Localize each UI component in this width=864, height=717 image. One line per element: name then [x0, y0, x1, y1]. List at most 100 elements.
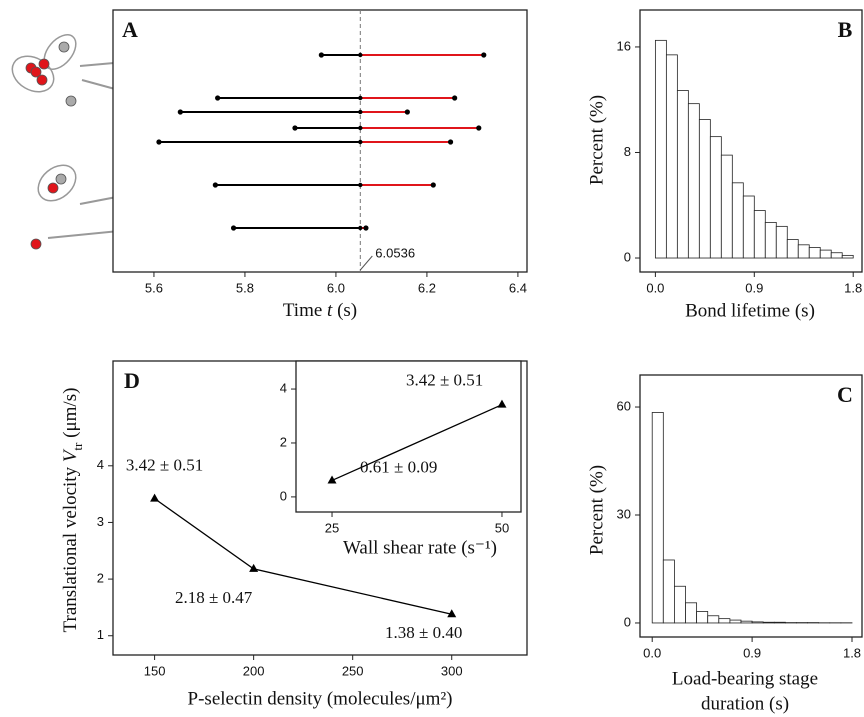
histogram-bar: [696, 611, 709, 624]
label-part: V: [60, 448, 81, 462]
histogram-bar: [819, 249, 832, 259]
histogram-bar: [753, 210, 766, 259]
y-label: Percent (%): [586, 465, 607, 555]
x-tick-label: 1.8: [843, 645, 861, 660]
interval-end: [481, 52, 487, 58]
histogram-bar: [773, 621, 786, 624]
interval-start: [212, 182, 218, 188]
x-tick-label: 0.0: [643, 645, 661, 660]
value-label: 1.38 ± 0.40: [385, 623, 462, 642]
histogram-bar: [764, 221, 777, 259]
y-tick-label: 2: [97, 571, 104, 586]
value-label: 0.61 ± 0.09: [360, 457, 437, 476]
x-label: P-selectin density (molecules/μm²): [188, 688, 453, 709]
interval-end: [447, 139, 454, 145]
y-tick-label: 30: [617, 506, 631, 521]
point: [327, 475, 337, 484]
panel-letter: C: [837, 382, 853, 407]
interval-split: [358, 95, 363, 101]
x-tick-label: 6.4: [509, 280, 527, 295]
interval-split: [358, 52, 363, 58]
label-part: tr: [70, 442, 85, 451]
histogram-bar: [786, 239, 799, 259]
y-tick-label: 4: [280, 380, 287, 395]
panel-letter: A: [122, 17, 138, 42]
point: [150, 493, 160, 502]
x-tick-label: 5.6: [145, 280, 163, 295]
y-tick-label: 0: [624, 614, 631, 629]
interval-split: [358, 139, 363, 145]
interval-start: [177, 109, 183, 115]
interval-start: [292, 125, 298, 131]
panel-letter: D: [124, 368, 140, 393]
line: [331, 404, 503, 482]
x-tick-label: 50: [495, 520, 509, 535]
histogram-bar: [841, 254, 854, 259]
x-label: Time t (s): [283, 300, 357, 321]
histogram-bar: [762, 621, 775, 624]
x-tick-label: 25: [325, 520, 339, 535]
x-tick-label: 150: [144, 663, 166, 678]
label-part: Translational velocity: [60, 462, 81, 632]
histogram-bar: [654, 39, 667, 259]
x-label: Wall shear rate (s⁻¹): [343, 537, 497, 558]
label-part: (μm/s): [60, 388, 81, 443]
y-tick-label: 3: [97, 514, 104, 529]
histogram-bar: [707, 615, 720, 624]
interval-end: [476, 125, 482, 131]
y-tick-label: 0: [280, 488, 287, 503]
y-tick-label: 2: [280, 434, 287, 449]
histogram-bar: [797, 244, 810, 259]
x-tick-label: 300: [441, 663, 463, 678]
interval-end: [452, 95, 458, 101]
interval-end: [404, 109, 410, 115]
interval-split: [358, 109, 363, 115]
histogram-bar: [665, 54, 678, 259]
interval-end: [363, 225, 369, 231]
y-label: Percent (%): [586, 95, 607, 185]
histogram-bar: [740, 620, 753, 624]
histogram-bar: [676, 90, 689, 259]
point: [249, 563, 259, 572]
label-part: (s): [332, 300, 357, 321]
x-tick-label: 1.8: [844, 280, 862, 295]
value-label: 2.18 ± 0.47: [175, 588, 253, 607]
label-part: t: [327, 300, 333, 321]
histogram-bar: [775, 225, 788, 259]
interval-start: [318, 52, 324, 58]
y-tick-label: 0: [624, 249, 631, 264]
y-tick-label: 16: [617, 38, 631, 53]
histogram-bar: [698, 119, 711, 259]
histogram-bar: [731, 182, 744, 259]
histogram-bar: [662, 559, 675, 624]
y-tick-label: 4: [97, 457, 104, 472]
histogram-bar: [687, 103, 700, 259]
x-tick-label: 0.0: [646, 280, 664, 295]
histogram-bar: [808, 247, 821, 259]
interval-split: [358, 225, 363, 231]
x-tick-label: 250: [342, 663, 364, 678]
y-tick-label: 8: [624, 144, 631, 159]
interval-start: [230, 225, 237, 231]
interval-split: [358, 182, 363, 188]
x-tick-label: 6.0: [327, 280, 345, 295]
histogram-bar: [830, 252, 843, 259]
interval-start: [156, 139, 162, 145]
interval-start: [215, 95, 221, 101]
histogram-bar: [685, 602, 698, 624]
panel-letter: B: [838, 17, 853, 42]
split-label: 6.0536: [375, 245, 415, 260]
x-label: Bond lifetime (s): [685, 300, 815, 321]
histogram-bar: [729, 619, 742, 624]
histogram-bar: [651, 412, 664, 624]
x-tick-label: 5.8: [236, 280, 254, 295]
interval-split: [358, 125, 363, 131]
point: [447, 609, 457, 618]
x-tick-label: 0.9: [743, 645, 761, 660]
y-tick-label: 1: [97, 627, 104, 642]
x-label: duration (s): [701, 693, 789, 714]
x-tick-label: 6.2: [418, 280, 436, 295]
histogram-bar: [720, 154, 733, 259]
point: [497, 399, 507, 408]
